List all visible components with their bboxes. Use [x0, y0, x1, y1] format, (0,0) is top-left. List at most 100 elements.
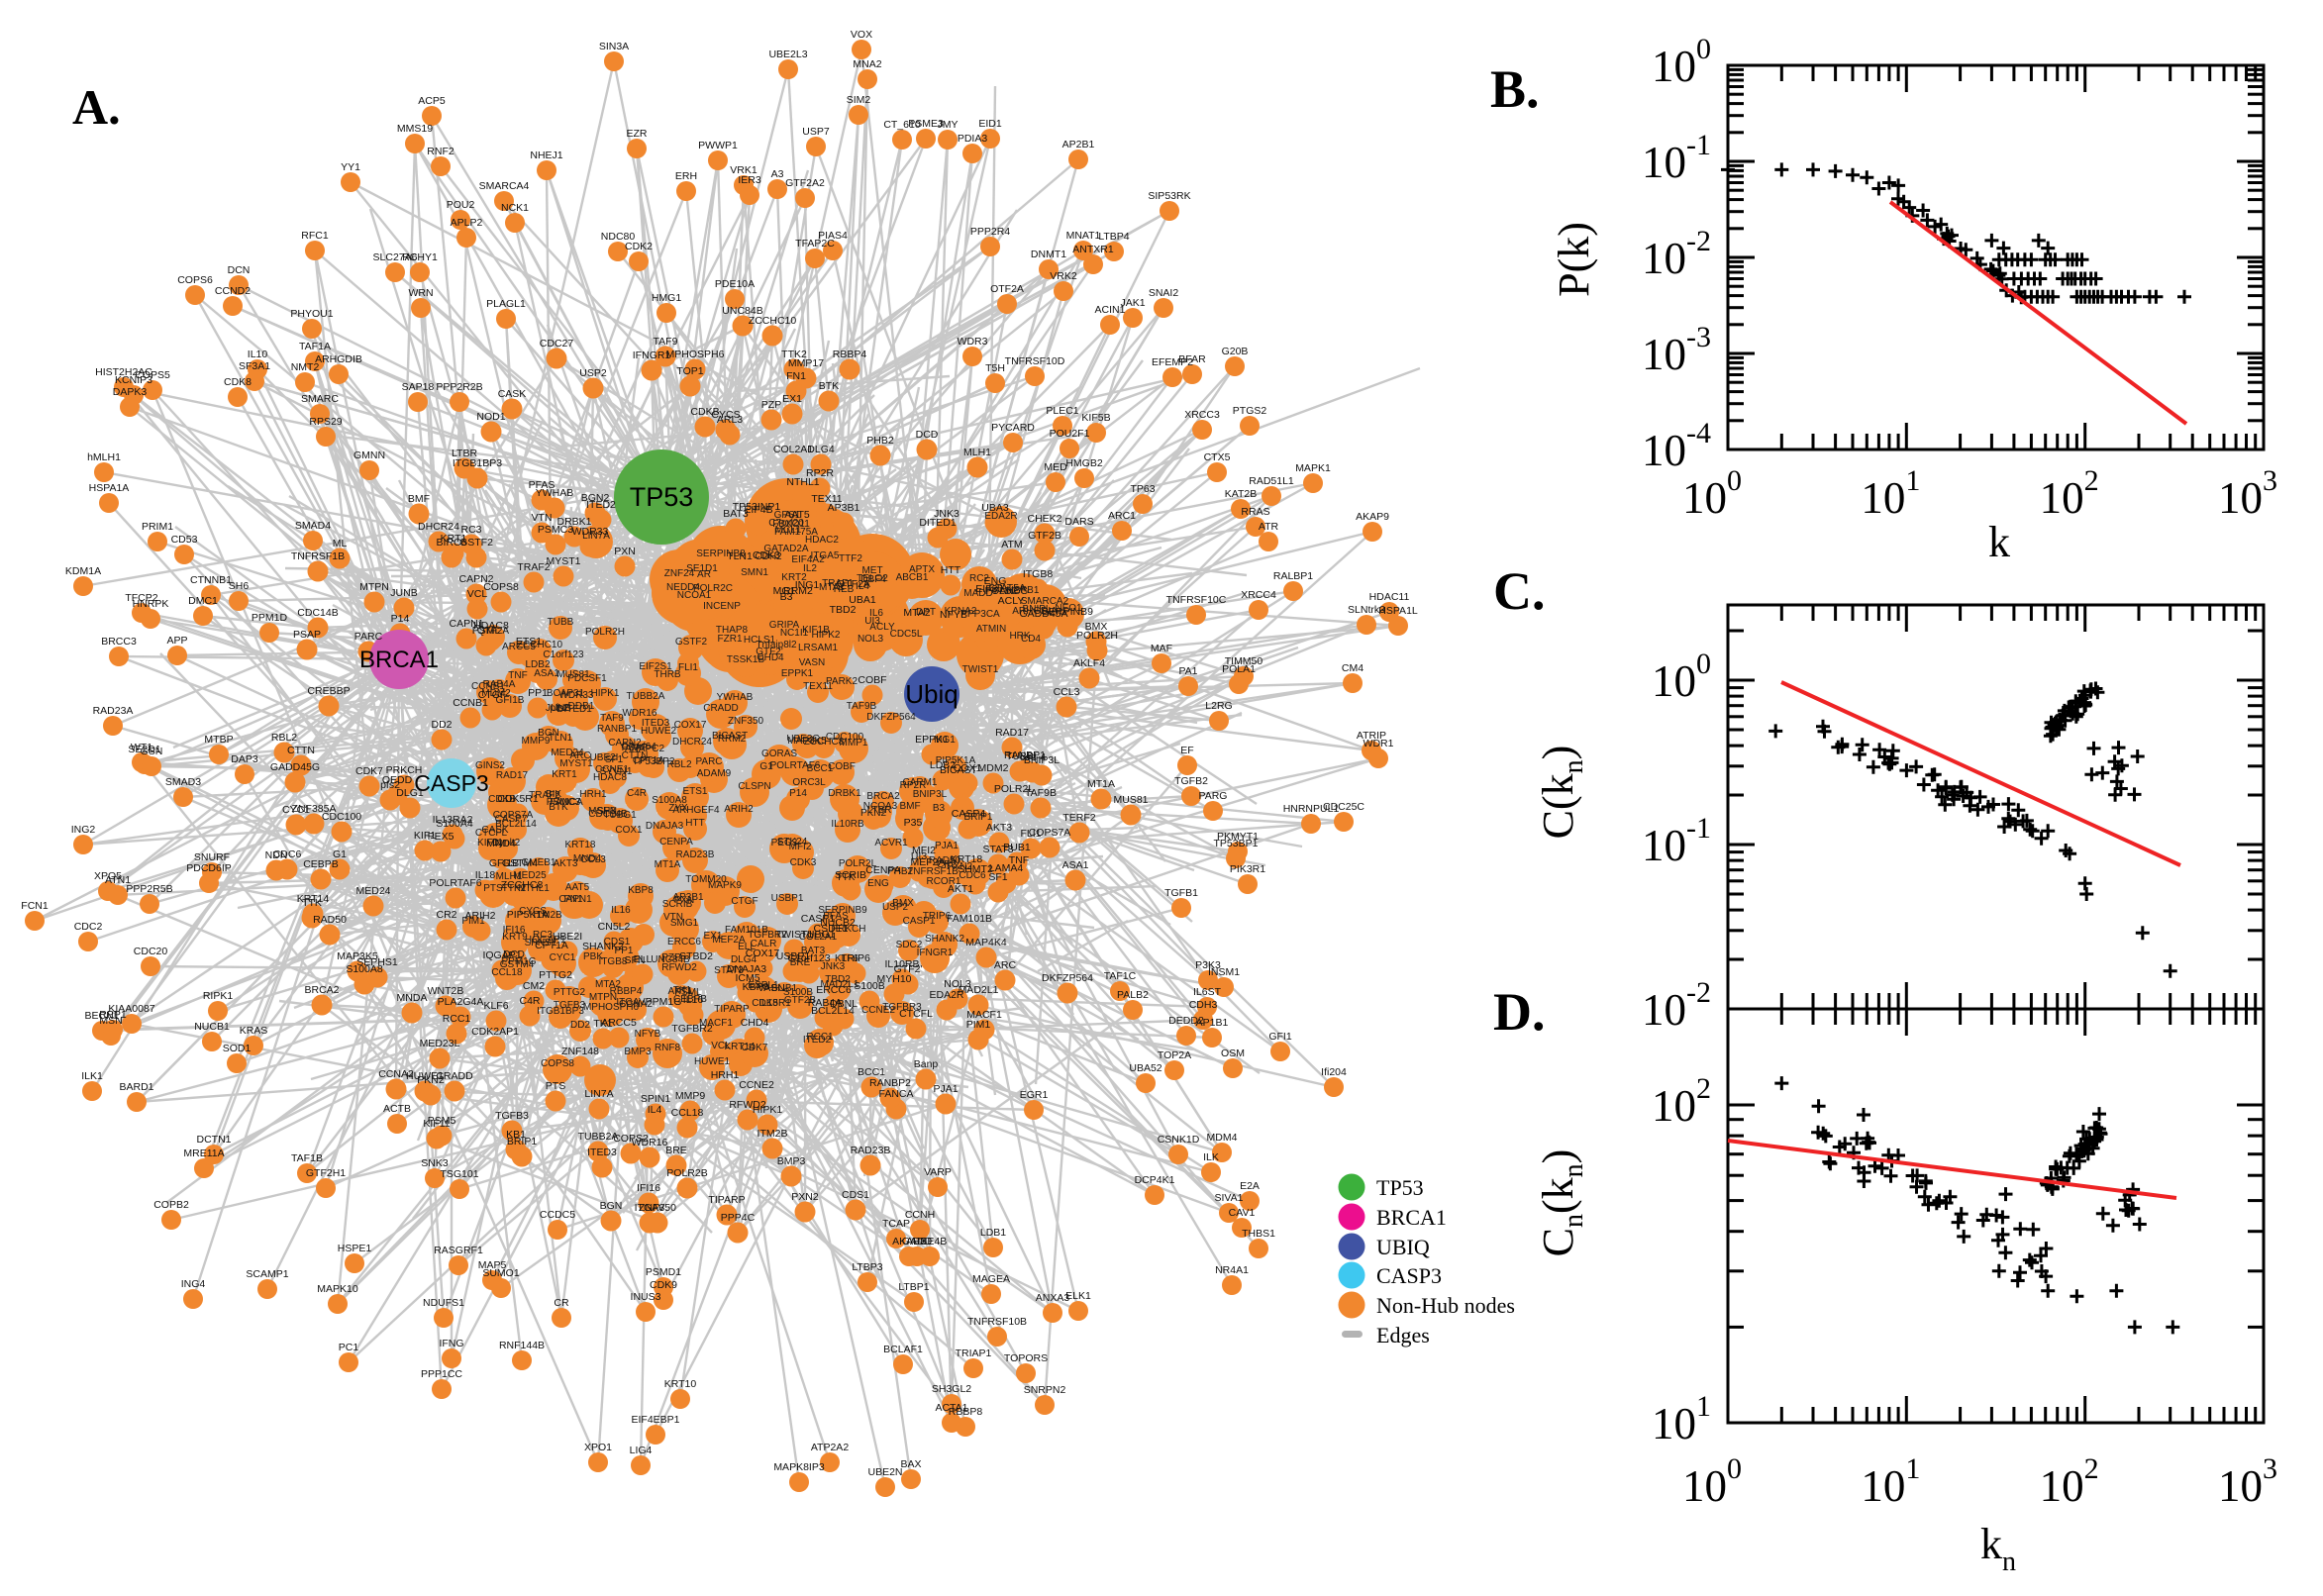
svg-text:KPNA2: KPNA2	[945, 606, 977, 617]
svg-text:PXN2: PXN2	[791, 1191, 819, 1203]
svg-text:GINS2: GINS2	[475, 760, 505, 771]
svg-text:EDA2R: EDA2R	[984, 511, 1017, 522]
svg-text:GSTF2: GSTF2	[675, 637, 708, 648]
svg-text:MMS19: MMS19	[397, 123, 433, 135]
svg-text:MAPK10: MAPK10	[317, 1283, 358, 1295]
svg-text:Dynlt2: Dynlt2	[492, 838, 521, 848]
svg-text:IL16: IL16	[611, 905, 631, 916]
svg-text:MAPK9: MAPK9	[708, 880, 742, 891]
svg-text:MED: MED	[1044, 461, 1067, 473]
svg-text:DHCR24: DHCR24	[672, 737, 712, 748]
svg-text:UBE2I: UBE2I	[590, 752, 619, 763]
svg-text:P3K3: P3K3	[1195, 959, 1221, 971]
svg-text:MED23L: MED23L	[420, 1038, 460, 1049]
svg-text:B3: B3	[933, 803, 946, 814]
svg-text:EGR1: EGR1	[1020, 1089, 1049, 1101]
svg-text:EIF4A2: EIF4A2	[791, 554, 825, 565]
svg-text:RP2R: RP2R	[806, 467, 834, 479]
svg-text:BECN1: BECN1	[84, 1010, 119, 1022]
svg-text:DRBK1: DRBK1	[828, 788, 861, 799]
svg-text:ACIN1: ACIN1	[1095, 304, 1126, 316]
svg-text:MAPK1: MAPK1	[1295, 462, 1331, 474]
svg-text:ATP2A2: ATP2A2	[811, 1442, 849, 1453]
svg-text:PZP: PZP	[761, 399, 781, 411]
svg-text:MEF2A: MEF2A	[910, 856, 945, 868]
svg-text:WNT2B: WNT2B	[428, 985, 464, 997]
svg-text:CTGF: CTGF	[731, 896, 758, 907]
svg-text:HTT: HTT	[685, 818, 704, 829]
svg-text:MUS81: MUS81	[1113, 794, 1148, 806]
svg-text:DLG4: DLG4	[807, 444, 835, 455]
svg-text:APLP2: APLP2	[451, 217, 483, 229]
svg-text:TP53: TP53	[1376, 1175, 1424, 1200]
svg-text:KBP8: KBP8	[628, 885, 654, 896]
svg-text:SFN: SFN	[625, 954, 646, 966]
svg-text:RFWD2: RFWD2	[729, 1099, 765, 1111]
svg-text:RAD23A: RAD23A	[93, 705, 134, 717]
svg-text:PSM5: PSM5	[428, 1115, 456, 1127]
svg-text:CR: CR	[554, 1297, 569, 1309]
svg-text:ORC3L: ORC3L	[792, 777, 826, 788]
svg-text:JUNB: JUNB	[390, 587, 417, 599]
svg-text:G20B: G20B	[1222, 346, 1249, 357]
svg-text:MDM4: MDM4	[1207, 1132, 1238, 1144]
svg-text:IL10RB: IL10RB	[831, 819, 864, 830]
svg-text:TTK2: TTK2	[781, 349, 807, 360]
svg-text:DITED1: DITED1	[919, 517, 957, 529]
svg-text:FN1: FN1	[564, 894, 583, 905]
svg-text:SLNtrk3: SLNtrk3	[1348, 604, 1385, 616]
svg-text:DLG4: DLG4	[731, 954, 758, 965]
svg-text:E2A: E2A	[1240, 1180, 1260, 1192]
svg-text:VASN: VASN	[758, 982, 785, 994]
svg-text:FANCA: FANCA	[878, 1088, 913, 1100]
svg-text:CHD4: CHD4	[757, 652, 784, 663]
svg-text:CDC14B: CDC14B	[297, 607, 338, 619]
svg-text:ADAM9: ADAM9	[697, 768, 732, 779]
svg-text:S100B: S100B	[783, 987, 813, 998]
svg-text:TWIST1: TWIST1	[775, 929, 814, 941]
svg-text:TRIAP1: TRIAP1	[956, 1347, 992, 1359]
svg-text:TGFBR3: TGFBR3	[882, 1002, 922, 1013]
svg-text:PLA2G4A: PLA2G4A	[438, 996, 484, 1008]
svg-text:G1: G1	[759, 761, 773, 772]
svg-text:PHB2: PHB2	[887, 866, 914, 877]
svg-text:SERPINB8: SERPINB8	[696, 549, 746, 559]
svg-text:CAV1: CAV1	[1229, 1207, 1256, 1219]
svg-text:DMC1: DMC1	[188, 595, 218, 607]
svg-text:PDE10A: PDE10A	[715, 278, 755, 290]
svg-text:BRCC3: BRCC3	[101, 636, 137, 648]
svg-text:VCL: VCL	[467, 588, 488, 600]
svg-text:STAT3: STAT3	[982, 844, 1013, 855]
svg-text:TERF2: TERF2	[1062, 812, 1095, 824]
svg-text:Banp: Banp	[914, 1058, 939, 1070]
svg-text:MT1A: MT1A	[655, 859, 681, 870]
svg-text:NC1I1: NC1I1	[780, 628, 809, 639]
svg-text:PTTG2: PTTG2	[554, 987, 586, 998]
svg-text:TOMM20: TOMM20	[685, 874, 727, 885]
svg-text:KCNIP3: KCNIP3	[115, 374, 152, 386]
svg-text:SIM2: SIM2	[847, 94, 871, 106]
svg-text:TNFRSF1B: TNFRSF1B	[907, 866, 959, 877]
svg-text:SE1D1: SE1D1	[686, 563, 718, 574]
svg-text:KIF11: KIF11	[477, 838, 503, 848]
svg-text:ITM2B: ITM2B	[758, 1128, 788, 1140]
svg-text:CDC25C: CDC25C	[1323, 801, 1364, 813]
svg-text:P35: P35	[904, 817, 923, 829]
svg-text:CTX5: CTX5	[1204, 451, 1231, 463]
svg-text:MFI2: MFI2	[789, 842, 812, 852]
svg-text:IER3: IER3	[738, 174, 761, 186]
svg-text:ATN1: ATN1	[105, 874, 131, 886]
svg-text:CTCFL: CTCFL	[475, 828, 508, 839]
svg-text:BUB1: BUB1	[771, 983, 798, 994]
svg-text:RANBP2: RANBP2	[869, 1077, 911, 1089]
svg-text:IL4: IL4	[648, 1104, 662, 1116]
svg-text:BMX: BMX	[1085, 621, 1108, 633]
svg-text:SF3A1: SF3A1	[239, 360, 270, 372]
svg-text:PARC: PARC	[354, 631, 383, 643]
svg-text:LIG4: LIG4	[630, 1445, 653, 1456]
svg-text:GTF2': GTF2'	[894, 963, 923, 975]
svg-text:CDC100: CDC100	[826, 732, 864, 743]
svg-text:DITED1: DITED1	[556, 704, 592, 715]
svg-text:CD53: CD53	[171, 534, 198, 546]
svg-text:SNURF: SNURF	[194, 851, 230, 863]
